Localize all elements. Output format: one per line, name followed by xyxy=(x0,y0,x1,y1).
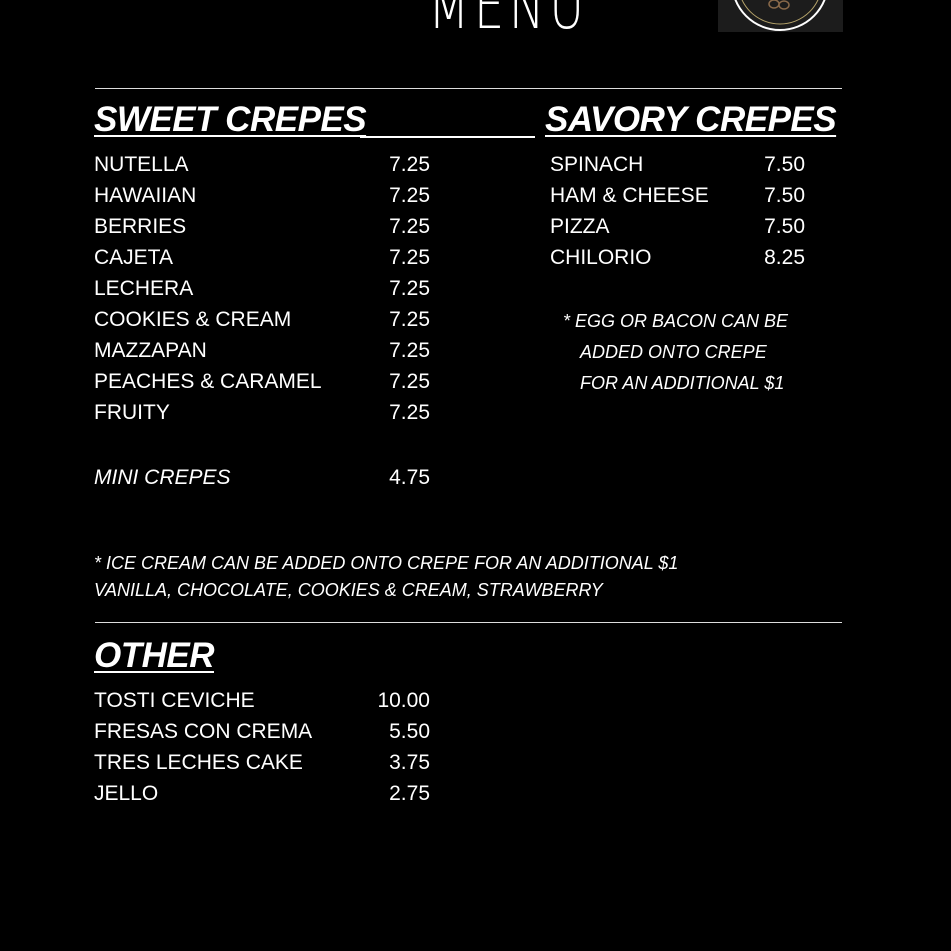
note-line: * ICE CREAM CAN BE ADDED ONTO CREPE FOR … xyxy=(94,553,679,573)
item-price: 7.25 xyxy=(389,215,430,238)
item-price: 7.25 xyxy=(389,153,430,176)
item-price: 7.25 xyxy=(389,401,430,424)
item-price: 7.25 xyxy=(389,246,430,269)
item-price: 7.25 xyxy=(389,184,430,207)
item-name: CAJETA xyxy=(94,246,173,269)
divider xyxy=(95,88,842,89)
item-name: HAM & CHEESE xyxy=(550,184,709,207)
item-name: TOSTI CEVICHE xyxy=(94,689,255,712)
item-name: FRUITY xyxy=(94,401,170,424)
item-price: 10.00 xyxy=(377,689,430,712)
menu-item: MAZZAPAN 7.25 xyxy=(94,335,434,366)
coffee-bean-logo-icon xyxy=(734,0,826,31)
item-name: LECHERA xyxy=(94,277,194,300)
item-name: NUTELLA xyxy=(94,153,189,176)
menu-item: JELLO 2.75 xyxy=(94,778,434,809)
item-name: FRESAS CON CREMA xyxy=(94,720,313,743)
menu-item: LECHERA 7.25 xyxy=(94,273,434,304)
item-price: 7.50 xyxy=(764,184,805,207)
note-line: ADDED ONTO CREPE xyxy=(580,342,767,362)
menu-item: PIZZA 7.50 xyxy=(550,211,810,242)
other-list: for(let i=0;i<4;i++)document.write(`<div… xyxy=(94,685,434,809)
item-name: PEACHES & CARAMEL xyxy=(94,370,322,393)
item-price: 7.50 xyxy=(764,153,805,176)
menu-item: HAM & CHEESE 7.50 xyxy=(550,180,810,211)
divider xyxy=(95,622,842,623)
item-name: COOKIES & CREAM xyxy=(94,308,292,331)
item-price: 8.25 xyxy=(764,246,805,269)
item-price: 5.50 xyxy=(389,720,430,743)
savory-crepes-heading: SAVORY CREPES xyxy=(545,100,837,139)
item-name: JELLO xyxy=(94,782,159,805)
item-price: 4.75 xyxy=(389,466,430,489)
sweet-crepes-heading: SWEET CREPES xyxy=(94,100,367,139)
logo xyxy=(718,0,843,32)
sweet-list: for(let i=0;i<9;i++)document.write(`<div… xyxy=(94,149,434,428)
other-heading: OTHER xyxy=(94,636,215,675)
menu-item: HAWAIIAN 7.25 xyxy=(94,180,434,211)
menu-item: PEACHES & CARAMEL 7.25 xyxy=(94,366,434,397)
item-name: PIZZA xyxy=(550,215,610,238)
savory-list: for(let i=0;i<4;i++)document.write(`<div… xyxy=(550,149,810,273)
item-name: CHILORIO xyxy=(550,246,652,269)
item-name: TRES LECHES CAKE xyxy=(94,751,303,774)
item-price: 7.25 xyxy=(389,370,430,393)
menu-item: FRUITY 7.25 xyxy=(94,397,434,428)
ice-cream-note: * ICE CREAM CAN BE ADDED ONTO CREPE FOR … xyxy=(94,550,678,604)
menu-item: TOSTI CEVICHE 10.00 xyxy=(94,685,434,716)
note-line: FOR AN ADDITIONAL $1 xyxy=(580,373,785,393)
menu-item: BERRIES 7.25 xyxy=(94,211,434,242)
heading-underline xyxy=(360,136,535,138)
menu-item: SPINACH 7.50 xyxy=(550,149,810,180)
menu-item: FRESAS CON CREMA 5.50 xyxy=(94,716,434,747)
item-price: 7.50 xyxy=(764,215,805,238)
menu-item: CAJETA 7.25 xyxy=(94,242,434,273)
item-price: 3.75 xyxy=(389,751,430,774)
menu-item: NUTELLA 7.25 xyxy=(94,149,434,180)
note-line: * EGG OR BACON CAN BE xyxy=(563,311,789,331)
menu-item: CHILORIO 8.25 xyxy=(550,242,810,273)
note-line: VANILLA, CHOCOLATE, COOKIES & CREAM, STR… xyxy=(94,580,603,600)
item-price: 7.25 xyxy=(389,339,430,362)
item-price: 7.25 xyxy=(389,277,430,300)
item-price: 7.25 xyxy=(389,308,430,331)
menu-item: TRES LECHES CAKE 3.75 xyxy=(94,747,434,778)
item-name: SPINACH xyxy=(550,153,644,176)
item-name: HAWAIIAN xyxy=(94,184,197,207)
item-price: 2.75 xyxy=(389,782,430,805)
item-name: MAZZAPAN xyxy=(94,339,207,362)
mini-crepes-item: MINI CREPES 4.75 xyxy=(94,462,434,493)
menu-title: MENU xyxy=(428,0,589,44)
item-name: MINI CREPES xyxy=(94,466,231,489)
menu-item: COOKIES & CREAM 7.25 xyxy=(94,304,434,335)
item-name: BERRIES xyxy=(94,215,187,238)
savory-note: * EGG OR BACON CAN BE ADDED ONTO CREPE F… xyxy=(563,306,788,399)
